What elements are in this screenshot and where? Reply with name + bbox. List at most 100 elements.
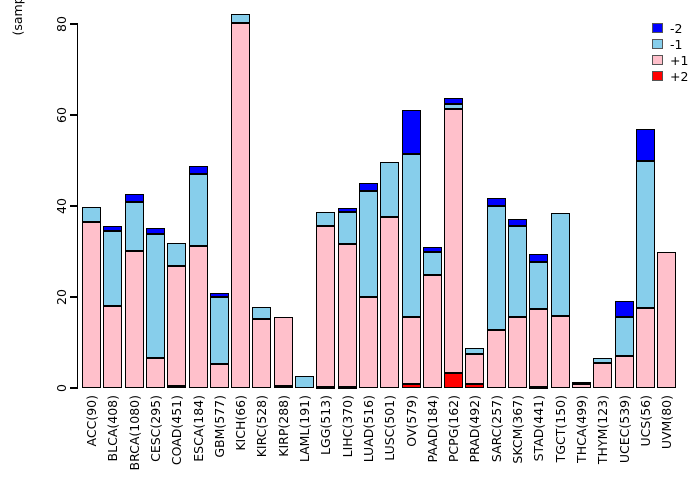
bar-segment-+2: [337, 386, 357, 389]
bar-segment-+1: [231, 22, 251, 388]
bar-segment-+2: [401, 383, 421, 388]
x-tick-label: BRCA(1080): [126, 395, 142, 471]
x-tick-label: PRAD(492): [467, 395, 483, 463]
bar-segment--2: [614, 301, 634, 318]
x-tick-label: LUAD(516): [360, 395, 376, 463]
bar-segment--2: [401, 110, 421, 154]
x-tick-label: STAD(441): [531, 395, 547, 462]
legend-row: -2: [652, 20, 688, 36]
bar-segment--1: [231, 13, 251, 23]
legend-swatch-+1: [652, 55, 663, 65]
bar-segment-+1: [593, 362, 613, 388]
y-tick-mark: [70, 205, 77, 207]
legend-swatch--2: [652, 23, 663, 33]
bar-segment--2: [422, 247, 442, 253]
bar-segment-+1: [529, 309, 549, 387]
bar-segment--2: [209, 293, 229, 297]
legend-swatch-+2: [652, 71, 663, 81]
x-tick-label: KICH(66): [233, 395, 249, 451]
x-tick-label: PCPG(162): [446, 395, 462, 463]
bar-segment--2: [635, 128, 655, 161]
legend-row: +1: [652, 52, 688, 68]
bar-segment--2: [486, 197, 506, 206]
x-tick-label: UVM(80): [659, 395, 675, 450]
bar-segment--1: [422, 252, 442, 276]
bar-segment--2: [188, 165, 208, 174]
bar-segment-+2: [465, 384, 485, 388]
bar-segment--1: [145, 233, 165, 358]
bar-segment--1: [103, 230, 123, 306]
x-tick-label: SKCM(367): [510, 395, 525, 464]
bar-segment--1: [295, 376, 314, 388]
x-tick-label: UCEC(539): [616, 395, 632, 464]
bar-segment--1: [401, 153, 421, 318]
bar-segment-+2: [529, 386, 549, 389]
bar-segment-+1: [145, 357, 165, 388]
x-tick-label: THYM(123): [595, 395, 611, 465]
x-tick-label: KIRP(288): [275, 395, 291, 457]
bar-segment--1: [444, 103, 464, 109]
bar-segment-+1: [614, 355, 634, 388]
y-tick-label: 20: [54, 289, 69, 305]
legend-label: -2: [670, 20, 683, 36]
bar-segment-+1: [124, 250, 144, 388]
x-tick-label: LIHC(370): [339, 395, 355, 458]
x-tick-label: LAML(191): [297, 395, 312, 463]
y-tick-label: 40: [54, 198, 69, 214]
bar-segment--1: [380, 161, 400, 218]
x-tick-label: ACC(90): [84, 395, 99, 447]
x-tick-label: LUSC(501): [382, 395, 398, 461]
legend-row: +2: [652, 68, 688, 84]
bar-segment--1: [635, 160, 655, 308]
y-tick-label: 0: [54, 384, 69, 392]
legend: -2 -1 +1 +2: [652, 20, 688, 84]
y-axis-title: (sample %): [10, 0, 25, 36]
bar-segment--1: [252, 307, 272, 320]
bar-segment--2: [508, 218, 527, 226]
x-tick-label: KIRC(528): [254, 395, 270, 458]
bar-segment-+1: [209, 364, 229, 388]
bar-segment-+1: [316, 225, 336, 388]
bar-segment--1: [358, 190, 378, 298]
x-tick-label: THCA(499): [573, 395, 589, 463]
legend-label: -1: [670, 36, 683, 52]
bar-segment-+1: [465, 354, 485, 385]
y-tick-mark: [70, 114, 77, 116]
bar-segment--1: [508, 225, 527, 318]
bar-segment-+1: [657, 252, 677, 388]
bar-segment-+1: [444, 108, 464, 373]
x-tick-label: TGCT(150): [552, 395, 568, 463]
x-tick-label: LGG(513): [318, 395, 334, 455]
bar-segment-+2: [273, 386, 293, 389]
bar-segment-+1: [167, 265, 187, 387]
bar-segment--1: [529, 262, 549, 310]
legend-row: -1: [652, 36, 688, 52]
y-tick-mark: [70, 296, 77, 298]
bar-segment--1: [82, 207, 101, 223]
bar-segment-+1: [380, 217, 400, 388]
bar-segment-+1: [358, 297, 378, 388]
bar-segment--1: [614, 317, 634, 356]
bar-segment--2: [444, 97, 464, 104]
bar-segment--1: [209, 296, 229, 365]
bar-segment-+2: [316, 387, 336, 390]
bar-segment-+1: [550, 315, 570, 388]
bar-segment--1: [316, 212, 336, 226]
bar-segment--1: [550, 213, 570, 316]
x-tick-label: COAD(451): [169, 395, 185, 466]
bar-segment--2: [337, 208, 357, 213]
legend-swatch--1: [652, 39, 663, 49]
bar-segment--1: [571, 382, 591, 385]
bar-segment--1: [465, 348, 485, 355]
bar-segment--2: [358, 183, 378, 191]
bar-segment--1: [188, 173, 208, 246]
x-tick-label: UCS(56): [637, 395, 653, 447]
bar-segment-+1: [188, 245, 208, 388]
bar-segment-+1: [273, 317, 293, 387]
bar-segment-+1: [571, 384, 591, 388]
bar-segment--1: [124, 202, 144, 251]
bar-segment--1: [337, 212, 357, 244]
bar-segment-+1: [508, 317, 527, 388]
legend-label: +1: [670, 52, 689, 68]
